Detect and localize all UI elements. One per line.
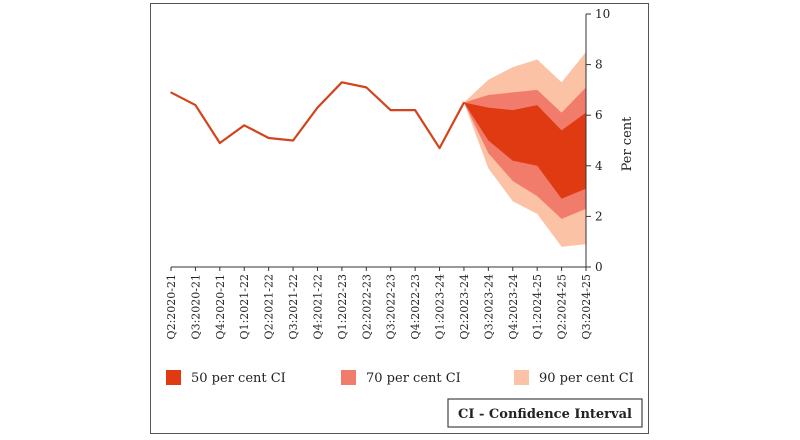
x-tick-label: Q3:2023-24 (482, 274, 495, 339)
chart-frame: 0 2 4 6 8 10 Q2:2020-21 Q3:2020-21 Q4:2020-21 Q1… (150, 3, 649, 434)
line-point (194, 104, 197, 106)
y-tick-labels: 0 2 4 6 8 10 (586, 7, 610, 274)
line-point (170, 91, 172, 94)
line-point (463, 101, 465, 104)
x-tick-label: Q1:2023-24 (434, 274, 447, 339)
x-tick-label: Q4:2022-23 (409, 274, 422, 339)
line-point (365, 86, 368, 89)
ci-note-box: CI - Confidence Interval (447, 398, 643, 428)
ci-bands (463, 51, 586, 247)
y-tick-label: 0 (595, 260, 603, 274)
x-tick-label: Q1:2021-22 (238, 274, 251, 339)
x-tick-label: Q3:2020-21 (189, 274, 202, 339)
legend-label-90: 90 per cent CI (539, 371, 634, 386)
ci-note-text: CI - Confidence Interval (458, 407, 632, 422)
x-tick-label: Q2:2023-24 (458, 274, 471, 339)
line-point (389, 109, 392, 111)
x-tick-label: Q2:2021-22 (263, 274, 276, 339)
legend-label-50: 50 per cent CI (191, 371, 286, 386)
band-ci50 (463, 102, 586, 199)
line-point (341, 81, 343, 84)
x-tick-label: Q2:2020-21 (165, 274, 178, 339)
x-tick-label: Q4:2020-21 (214, 274, 227, 339)
x-tick-label: Q1:2024-25 (531, 274, 544, 339)
legend-swatch-90 (514, 370, 529, 385)
x-tick-label: Q3:2021-22 (287, 274, 300, 339)
line-layer (170, 81, 465, 150)
x-tick-label: Q2:2024-25 (556, 274, 569, 339)
y-tick-label: 10 (595, 7, 610, 21)
line-point (438, 147, 441, 149)
x-tick-label: Q3:2022-23 (385, 274, 398, 339)
y-axis-label: Per cent (620, 116, 635, 172)
chart-svg: 0 2 4 6 8 10 Q2:2020-21 Q3:2020-21 Q4:2020-21 Q1… (165, 7, 643, 428)
y-tick-label: 6 (595, 108, 603, 122)
line-point (316, 106, 319, 109)
y-tick-label: 8 (595, 58, 603, 72)
x-tick-label: Q4:2021-22 (311, 274, 324, 339)
y-tick-label: 2 (595, 209, 603, 223)
line-point (243, 124, 246, 127)
line-point (219, 142, 221, 144)
y-axis-right (171, 14, 587, 268)
series-line (170, 81, 465, 150)
x-tick-label: Q2:2022-23 (360, 274, 373, 339)
legend-swatch-50 (166, 370, 181, 385)
legend-swatch-70 (341, 370, 356, 385)
y-tick-label: 4 (595, 159, 603, 173)
x-tick-label: Q1:2022-23 (336, 274, 349, 339)
line-point (414, 109, 416, 111)
line-point (292, 139, 294, 142)
legend-label-70: 70 per cent CI (366, 371, 461, 386)
legend: 50 per cent CI 70 per cent CI 90 per cen… (166, 370, 634, 386)
x-tick-label: Q3:2024-25 (580, 274, 593, 339)
x-tick-label: Q4:2023-24 (507, 274, 520, 339)
ci-note-border (447, 398, 643, 428)
x-tick-labels: Q2:2020-21 Q3:2020-21 Q4:2020-21 Q1:2021-22… (165, 267, 593, 339)
line-point (267, 137, 270, 139)
